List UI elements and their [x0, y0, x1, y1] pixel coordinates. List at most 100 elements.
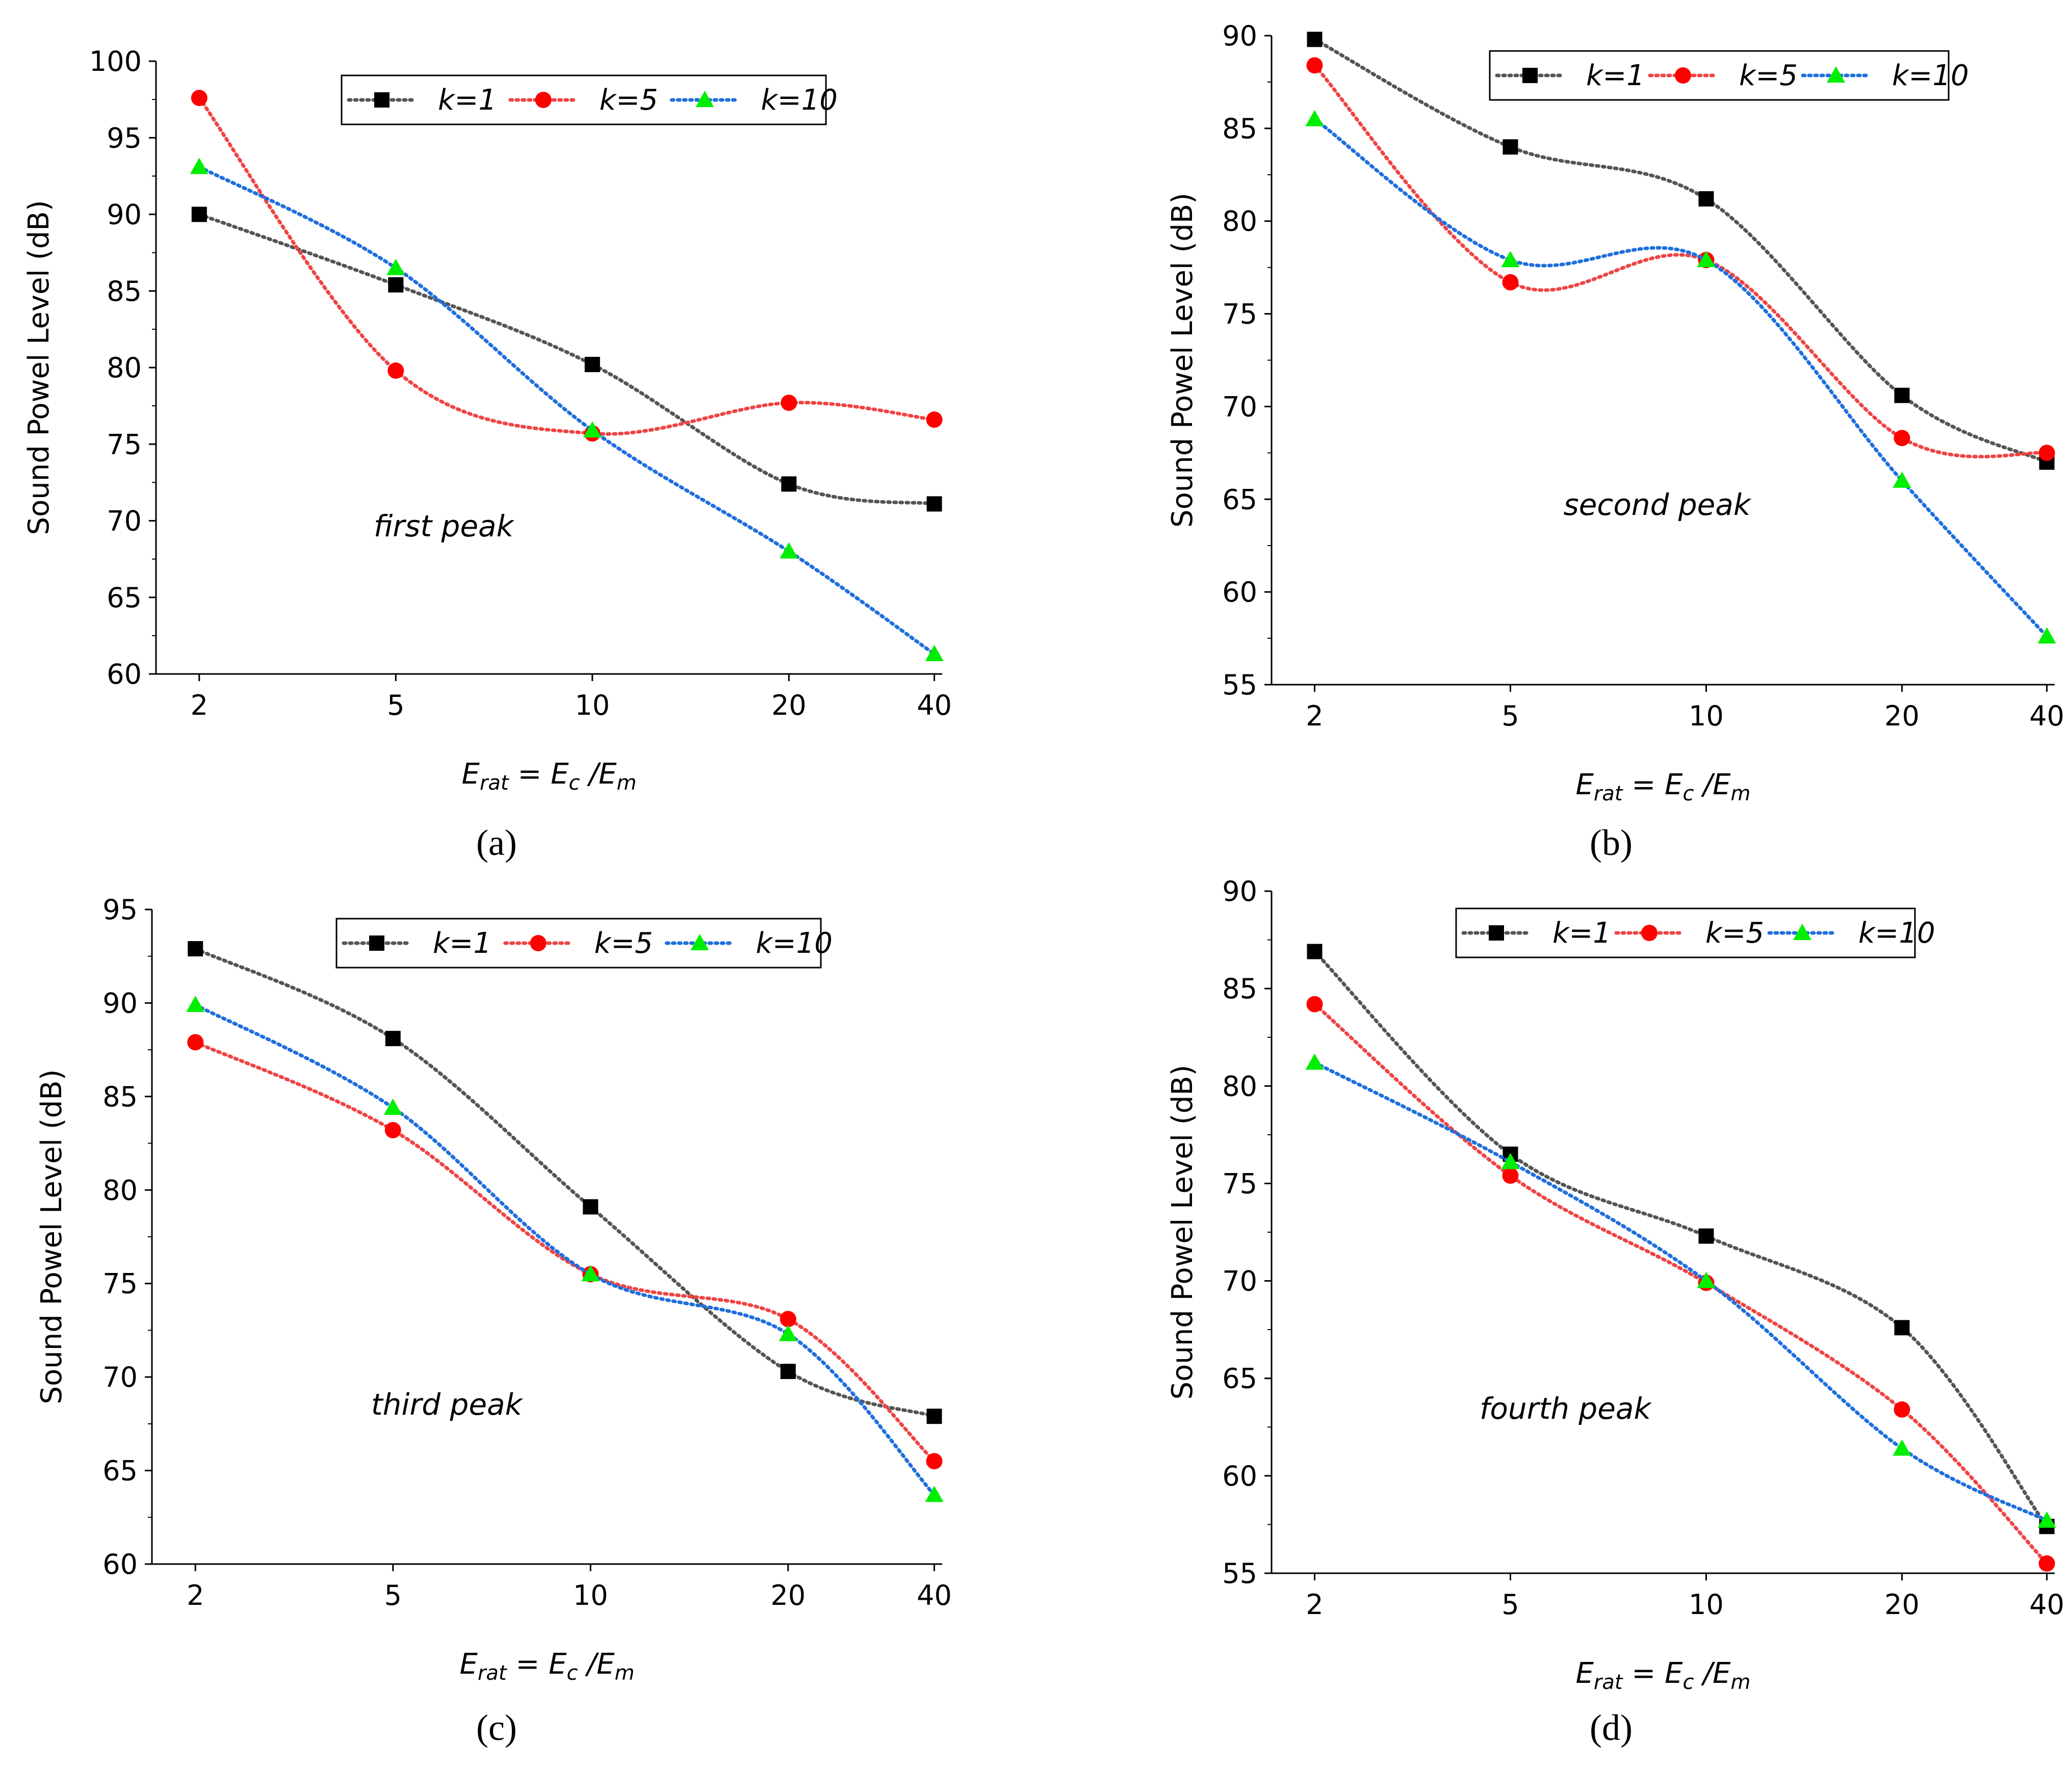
data-point	[385, 1031, 401, 1047]
legend-marker	[1489, 925, 1504, 941]
x-tick-label: 10	[1689, 1589, 1724, 1621]
x-axis-label-subscript: rat	[480, 771, 509, 795]
legend-box	[1489, 50, 1950, 101]
panel-label-d: (d)	[1590, 1707, 1633, 1748]
legend-box	[1455, 907, 1916, 958]
series-k=10	[1305, 110, 2056, 644]
x-tick-label: 40	[2029, 700, 2064, 732]
x-tick-label: 10	[575, 689, 610, 721]
data-point	[925, 644, 944, 661]
x-axis-label-subscript: m	[617, 771, 637, 795]
y-tick-label: 65	[102, 1455, 138, 1487]
series-line	[1312, 1060, 2049, 1523]
data-point	[2037, 1511, 2056, 1528]
data-point	[1894, 1401, 1910, 1418]
panel-label-b: (b)	[1590, 822, 1633, 863]
y-tick-label: 70	[107, 505, 142, 537]
series-line	[1312, 117, 2049, 638]
series-k=5	[1306, 996, 2055, 1572]
data-point	[191, 206, 207, 222]
y-tick-label: 60	[1222, 576, 1257, 608]
data-point	[386, 258, 405, 275]
x-axis-label-part: E	[460, 1648, 478, 1681]
legend-marker	[690, 934, 709, 950]
data-point	[384, 1122, 401, 1138]
y-tick-label: 80	[102, 1174, 138, 1206]
y-tick-label: 55	[1222, 1557, 1257, 1590]
panel-label-c: (c)	[476, 1707, 517, 1748]
series-k=5	[187, 1034, 943, 1470]
series-line	[193, 1040, 936, 1463]
y-tick-label: 75	[1222, 298, 1257, 330]
x-tick-label: 2	[191, 689, 208, 721]
data-point	[1894, 430, 1910, 447]
y-tick-label: 80	[107, 352, 142, 384]
x-tick-label: 2	[187, 1579, 204, 1611]
data-point	[186, 996, 205, 1012]
y-tick-label: 70	[1222, 1265, 1257, 1297]
legend-label: k=10	[1892, 59, 1969, 92]
y-tick-label: 60	[102, 1548, 138, 1580]
x-axis-label-part: /E	[1694, 1657, 1731, 1690]
x-tick-label: 5	[1501, 1589, 1519, 1621]
x-tick-label: 20	[770, 1579, 806, 1611]
x-tick-label: 2	[1306, 1589, 1323, 1621]
series-k=10	[186, 996, 944, 1502]
data-point	[1893, 471, 1911, 488]
x-axis-label-part: = E	[509, 758, 569, 791]
y-tick-label: 85	[102, 1081, 138, 1113]
series-k=5	[191, 90, 943, 442]
x-axis-label: Erat = Ec /Em	[1576, 1657, 1751, 1694]
x-tick-label: 40	[2029, 1589, 2064, 1621]
y-tick-label: 80	[1222, 205, 1257, 238]
series-k=10	[1305, 1053, 2056, 1528]
legend: k=1 k=5 k=10	[341, 74, 838, 125]
data-point	[926, 496, 942, 512]
legend-label: k=1	[433, 927, 491, 960]
x-axis-label-part: E	[1576, 768, 1594, 801]
x-tick-label: 10	[1689, 700, 1724, 732]
data-point	[925, 1486, 944, 1502]
data-point	[780, 542, 798, 559]
data-point	[1306, 57, 1323, 74]
data-point	[188, 941, 203, 957]
series-k=1	[191, 206, 942, 512]
data-point	[1894, 387, 1910, 403]
y-tick-label: 60	[1222, 1460, 1257, 1492]
x-axis-label-part: /E	[1694, 768, 1731, 801]
y-tick-label: 80	[1222, 1070, 1257, 1102]
legend-marker	[1522, 68, 1538, 83]
x-tick-label: 20	[1884, 1589, 1920, 1621]
y-axis-label: Sound Powel Level (dB)	[1166, 193, 1199, 528]
y-tick-label: 65	[1222, 1363, 1257, 1395]
chart-panel-a: 60 65 70 75 80 85 90 95 100 2 5 10 20 40 Sound Powel L…	[22, 45, 952, 795]
x-tick-label: 40	[917, 1579, 952, 1611]
panel-label-a: (a)	[476, 822, 517, 863]
x-axis-label-part: = E	[507, 1648, 567, 1681]
chart-panel-b: 55 60 65 70 75 80 85 90 2 5 10 20 40 Sound Powel Leve…	[1166, 20, 2064, 805]
x-tick-label: 2	[1306, 700, 1323, 732]
x-axis-label-subscript: c	[566, 1661, 578, 1685]
legend-label: k=5	[1705, 917, 1764, 950]
data-point	[190, 158, 209, 174]
series-line	[197, 96, 937, 436]
x-axis-label-subscript: m	[1731, 782, 1751, 805]
y-axis-label: Sound Powel Level (dB)	[22, 200, 56, 535]
data-point	[1503, 139, 1518, 155]
y-tick-label: 100	[89, 45, 142, 77]
legend-box	[341, 74, 827, 125]
y-tick-label: 95	[102, 894, 138, 926]
data-point	[2038, 1555, 2055, 1572]
x-tick-label: 5	[387, 689, 404, 721]
data-point	[1893, 1439, 1911, 1456]
data-point	[781, 395, 797, 411]
legend-label: k=5	[600, 84, 658, 117]
data-point	[1501, 1153, 1520, 1169]
series-k=1	[1307, 32, 2055, 470]
data-point	[1306, 996, 1323, 1012]
legend-label: k=5	[1739, 59, 1798, 92]
data-point	[1697, 251, 1716, 268]
peak-annotation: fourth peak	[1480, 1391, 1652, 1426]
data-point	[1502, 1167, 1519, 1184]
series-k=1	[188, 941, 942, 1424]
